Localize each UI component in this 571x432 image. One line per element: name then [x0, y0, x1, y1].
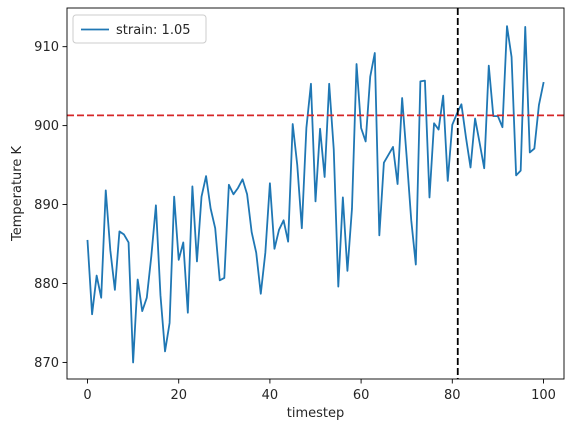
- x-tick-label: 60: [353, 388, 370, 403]
- y-tick-label: 910: [34, 40, 59, 55]
- y-tick-label: 900: [34, 119, 59, 134]
- y-tick-label: 890: [34, 198, 59, 213]
- legend-box: [72, 14, 207, 44]
- legend: strain: 1.05: [72, 14, 207, 44]
- x-axis-label: timestep: [287, 406, 345, 421]
- x-tick-label: 100: [531, 388, 556, 403]
- chart-marks: [67, 8, 564, 379]
- x-tick-label: 40: [262, 388, 279, 403]
- y-axis-label: Temperature K: [10, 146, 25, 242]
- x-tick-label: 0: [83, 388, 91, 403]
- series-line-0: [86, 25, 545, 364]
- y-tick-label: 880: [34, 277, 59, 292]
- axis-ticks: 0 20 40 60 80 100 870 880 890 900 910: [34, 40, 556, 403]
- x-tick-label: 20: [170, 388, 187, 403]
- x-tick-label: 80: [444, 388, 461, 403]
- legend-label: strain: 1.05: [116, 23, 191, 38]
- plot-frame: [66, 7, 565, 380]
- y-tick-label: 870: [34, 356, 59, 371]
